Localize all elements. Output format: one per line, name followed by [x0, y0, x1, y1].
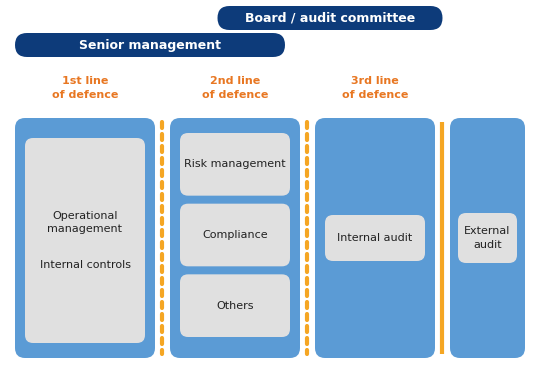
Text: 2nd line
of defence: 2nd line of defence [202, 76, 268, 99]
FancyBboxPatch shape [325, 215, 425, 261]
Text: External
audit: External audit [464, 226, 511, 249]
FancyBboxPatch shape [15, 33, 285, 57]
FancyBboxPatch shape [315, 118, 435, 358]
FancyBboxPatch shape [180, 275, 290, 337]
Text: Senior management: Senior management [79, 39, 221, 52]
Text: 1st line
of defence: 1st line of defence [52, 76, 118, 99]
FancyBboxPatch shape [180, 204, 290, 266]
FancyBboxPatch shape [25, 138, 145, 343]
Text: Board / audit committee: Board / audit committee [245, 12, 415, 25]
Text: Operational
management: Operational management [48, 211, 123, 234]
FancyBboxPatch shape [170, 118, 300, 358]
Text: Internal controls: Internal controls [39, 261, 131, 270]
FancyBboxPatch shape [218, 6, 442, 30]
Text: 3rd line
of defence: 3rd line of defence [342, 76, 408, 99]
Text: Others: Others [216, 301, 254, 311]
Text: Risk management: Risk management [184, 159, 286, 169]
Text: Compliance: Compliance [202, 230, 268, 240]
FancyBboxPatch shape [458, 213, 517, 263]
Text: Internal audit: Internal audit [338, 233, 413, 243]
FancyBboxPatch shape [15, 118, 155, 358]
FancyBboxPatch shape [180, 133, 290, 196]
FancyBboxPatch shape [450, 118, 525, 358]
